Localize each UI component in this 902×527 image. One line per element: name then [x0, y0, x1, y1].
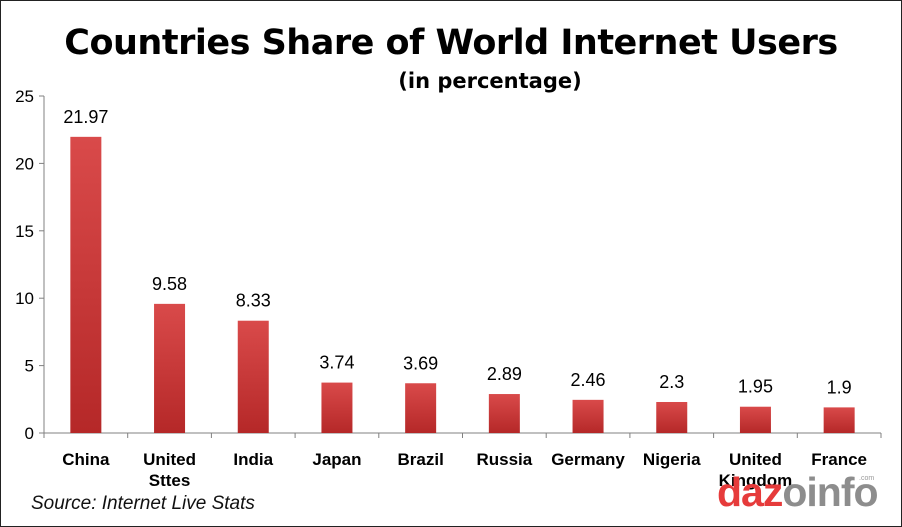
bar-france	[823, 407, 855, 433]
data-label: 2.89	[487, 364, 522, 384]
y-tick-label: 0	[25, 424, 34, 443]
bar-nigeria	[656, 401, 688, 433]
data-label: 2.46	[571, 370, 606, 390]
x-tick-label: Japan	[312, 450, 361, 469]
y-tick-label: 15	[15, 222, 34, 241]
y-tick-label: 25	[15, 87, 34, 106]
x-tick-label: China	[62, 450, 110, 469]
bar-united-kingdom	[739, 406, 771, 433]
logo-wordmark: dazoinfo	[717, 467, 883, 517]
x-tick-label: Brazil	[398, 450, 444, 469]
data-label: 3.74	[319, 353, 354, 373]
bar-united-sttes	[154, 303, 186, 433]
source-note: Source: Internet Live Stats	[31, 493, 255, 514]
x-tick-label: France	[811, 450, 867, 469]
logo-part-o: o	[782, 469, 807, 515]
x-tick-label: Kingdom	[719, 471, 793, 490]
labels: 21.97 China 9.58 United Sttes 8.33 India 3.74 Ja…	[62, 107, 867, 490]
bar-japan	[321, 382, 353, 433]
bar-brazil	[405, 383, 437, 433]
x-tick-label: Nigeria	[643, 450, 701, 469]
chart-title: Countries Share of World Internet Users	[64, 23, 838, 63]
bars	[70, 136, 855, 433]
x-tick-label: Germany	[551, 450, 625, 469]
x-tick-label: Sttes	[149, 471, 191, 490]
data-label: 3.69	[403, 353, 438, 373]
x-tick-label: Russia	[476, 450, 532, 469]
y-tick-label: 20	[15, 154, 34, 173]
y-tick-label: 10	[15, 289, 34, 308]
x-tick-label: India	[233, 450, 273, 469]
data-label: 9.58	[152, 274, 187, 294]
data-label: 8.33	[236, 291, 271, 311]
logo-dot-com: .com	[859, 475, 875, 482]
logo-part-info: info	[806, 469, 878, 515]
x-tick-label: United	[143, 450, 196, 469]
data-label: 2.3	[659, 372, 684, 392]
data-label: 1.95	[738, 377, 773, 397]
logo-part-daz: daz	[717, 469, 783, 515]
data-label: 21.97	[63, 107, 108, 127]
bar-china	[70, 136, 102, 433]
dazeinfo-logo: dazoinfo .com	[717, 467, 883, 517]
bar-russia	[488, 394, 520, 433]
x-tick-label: United	[729, 450, 782, 469]
data-label: 1.9	[827, 377, 852, 397]
chart-subtitle: (in percentage)	[398, 69, 582, 93]
y-tick-label: 5	[25, 357, 34, 376]
bar-germany	[572, 399, 604, 433]
bar-india	[237, 320, 269, 433]
